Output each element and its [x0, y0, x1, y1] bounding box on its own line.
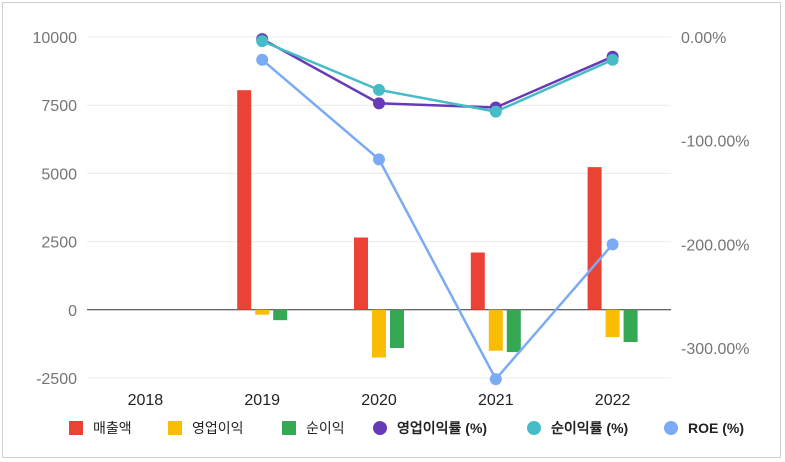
x-tick-label: 2021	[478, 392, 514, 409]
y-left-tick-label: -2500	[36, 371, 77, 388]
x-tick-label: 2022	[595, 392, 631, 409]
legend-label: 매출액	[93, 420, 132, 436]
bar	[587, 167, 602, 310]
bar	[255, 309, 270, 315]
x-tick-label: 2018	[128, 392, 164, 409]
line-point	[256, 53, 269, 66]
combo-chart: 10000 7500 5000 2500 0 -2500 0.00% -100.00% -200…	[33, 30, 750, 436]
line-point	[489, 105, 502, 118]
bar	[273, 309, 288, 321]
bar	[470, 252, 485, 310]
legend-label: 영업이익	[192, 420, 244, 436]
y-left-tick-label: 5000	[41, 166, 77, 183]
legend-swatch	[664, 421, 678, 435]
y-right-tick-label: -100.00%	[681, 134, 750, 151]
y-right-tick-label: -200.00%	[681, 237, 750, 254]
bar	[372, 309, 386, 358]
line-point	[373, 97, 385, 110]
line-point	[373, 83, 385, 96]
legend-swatch	[69, 421, 83, 435]
bar	[605, 309, 620, 338]
bar	[237, 90, 252, 310]
legend-swatch	[527, 421, 541, 435]
legend-label: ROE (%)	[688, 420, 744, 436]
chart-frame: 10000 7500 5000 2500 0 -2500 0.00% -100.00% -200…	[2, 2, 781, 458]
bar	[506, 309, 521, 353]
legend-label: 영업이익률 (%)	[397, 420, 487, 436]
y-left-tick-label: 7500	[41, 98, 77, 115]
y-right-tick-label: -300.00%	[681, 341, 750, 358]
line-point	[606, 53, 619, 66]
bar	[623, 309, 638, 342]
y-right-tick-label: 0.00%	[681, 30, 726, 47]
y-left-tick-label: 2500	[41, 235, 77, 252]
legend-label: 순이익률 (%)	[551, 420, 628, 436]
y-left-tick-label: 0	[68, 303, 77, 320]
line-point	[489, 373, 502, 386]
bar	[390, 309, 404, 348]
bar	[488, 309, 503, 351]
line-point	[256, 35, 269, 48]
series-line	[261, 58, 614, 382]
series-line	[261, 37, 614, 109]
legend-swatch	[373, 421, 387, 435]
y-left-tick-label: 10000	[33, 30, 78, 47]
bar	[354, 237, 368, 310]
line-point	[606, 238, 619, 251]
x-tick-label: 2020	[361, 392, 397, 409]
legend-label: 순이익	[306, 420, 345, 436]
legend-swatch	[168, 421, 182, 435]
legend-swatch	[282, 421, 296, 435]
line-point	[373, 153, 385, 166]
series-line	[261, 39, 614, 113]
x-tick-label: 2019	[244, 392, 280, 409]
